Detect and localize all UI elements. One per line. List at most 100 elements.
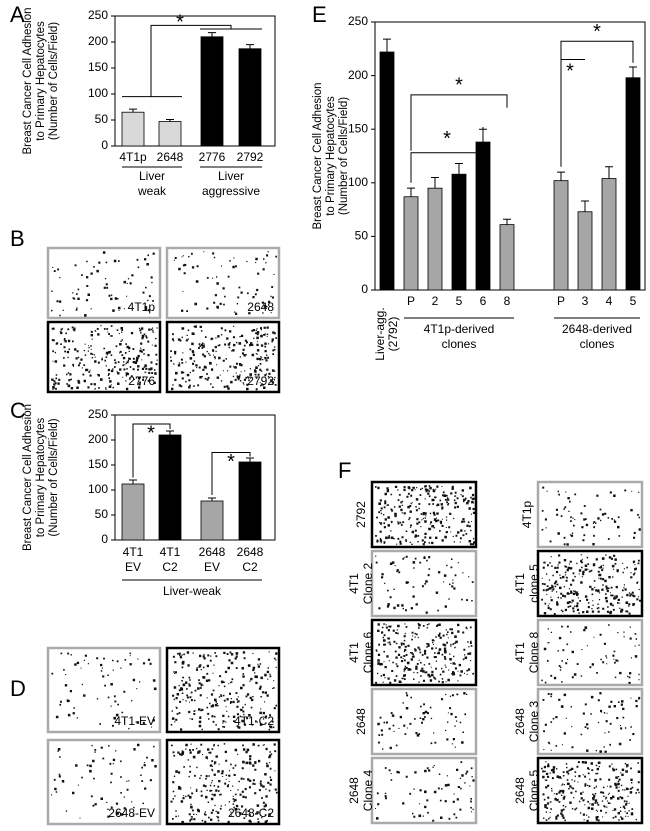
cell-dots [170, 325, 277, 391]
y-tick-label: 250 [88, 407, 108, 421]
image-label: 4T1 [347, 642, 361, 663]
significance-bracket [410, 94, 508, 151]
significance-label: * [593, 21, 601, 43]
micrograph-frame [370, 480, 478, 549]
micrograph-frame [46, 646, 162, 734]
bar [121, 483, 145, 541]
significance-bracket [211, 452, 251, 495]
y-tick-label: 250 [88, 8, 108, 22]
y-tick-label: 100 [88, 482, 108, 496]
image-label: Clone 5 [527, 770, 541, 812]
image-label: Clone 6 [361, 632, 375, 674]
image-label: 2648 [247, 300, 274, 314]
micrograph-frame [46, 738, 162, 826]
micrograph-frame [536, 480, 644, 549]
image-label: 4T1 [347, 573, 361, 594]
y-axis-label: to Primary Hepatocytes [35, 21, 47, 141]
bar [158, 121, 182, 147]
bar [158, 434, 182, 541]
cell-dots [377, 692, 468, 750]
significance-bracket [122, 24, 262, 98]
error-bar [208, 497, 216, 501]
image-label: 2648-EV [108, 806, 155, 820]
image-label: Clone 2 [361, 563, 375, 605]
y-tick-label: 100 [88, 86, 108, 100]
x-tick-label: 2648 [237, 545, 264, 559]
y-tick-label: 0 [361, 282, 368, 296]
x-tick-label: 2 [432, 294, 439, 308]
significance-label: * [443, 128, 451, 150]
cell-dots [541, 486, 641, 546]
plot-frame [114, 414, 276, 541]
error-bar [557, 171, 565, 181]
y-axis-label: to Primary Hepatocytes [35, 417, 47, 537]
micrograph-frame [370, 756, 478, 825]
bar [403, 196, 419, 291]
image-label: 2648 [513, 777, 527, 804]
bar [427, 187, 443, 291]
image-label: Clone 3 [527, 701, 541, 743]
y-axis-label: Breast Cancer Cell Adhesion [22, 7, 34, 154]
group-label: clones [580, 337, 615, 351]
x-tick-label: EV [125, 560, 141, 574]
significance-bracket [132, 423, 171, 478]
x-tick-label: C2 [162, 560, 178, 574]
bar [553, 180, 569, 291]
cell-dots [170, 651, 278, 731]
y-tick-label: 150 [348, 121, 368, 135]
group-label: Liver [139, 169, 165, 183]
error-bar [246, 457, 254, 462]
image-label: clone 5 [527, 564, 541, 603]
y-tick-label: 100 [348, 175, 368, 189]
significance-bracket [410, 127, 484, 183]
bar [379, 51, 395, 291]
bar [499, 224, 515, 291]
y-tick-label: 50 [95, 112, 109, 126]
error-bar [581, 200, 589, 212]
y-tick-label: 200 [88, 34, 108, 48]
x-tick-label: 2648 [199, 545, 226, 559]
y-tick-label: 200 [88, 432, 108, 446]
image-label: Clone 4 [361, 770, 375, 812]
image-label: Clone 8 [527, 632, 541, 674]
y-axis-label: Breast Cancer Cell Adhesion [312, 82, 324, 229]
x-tick-label: (2792) [386, 317, 400, 352]
y-tick-label: 150 [88, 60, 108, 74]
error-bar [455, 163, 463, 175]
micrograph-frame [165, 246, 281, 320]
y-axis-label: Breast Cancer Cell Adhesion [22, 404, 34, 551]
cell-dots [375, 623, 474, 684]
y-tick-label: 0 [101, 532, 108, 546]
bar [121, 111, 145, 147]
micrograph-frame [46, 246, 162, 320]
image-label: 2776 [128, 374, 155, 388]
x-tick-label: P [557, 294, 565, 308]
micrograph-frame [536, 549, 644, 618]
cell-dots [375, 761, 475, 822]
bar [200, 36, 224, 147]
image-label: 2648-C2 [228, 806, 274, 820]
image-label: 4T1 [513, 642, 527, 663]
micrograph-frame [536, 618, 644, 687]
error-bar [383, 38, 391, 53]
x-tick-label: Liver-agg. [373, 307, 387, 360]
group-label: 4T1p-derived [424, 322, 495, 336]
x-tick-label: 4T1 [160, 545, 181, 559]
x-tick-label: 5 [630, 294, 637, 308]
group-label: Liver [218, 169, 244, 183]
x-tick-label: 3 [582, 294, 589, 308]
y-axis-label: (Number of Cells/Field) [48, 418, 60, 536]
panel-letter: F [338, 458, 351, 483]
x-tick-label: 2776 [199, 150, 226, 164]
micrograph-frame [46, 320, 162, 394]
error-bar [208, 32, 216, 37]
micrograph-frame [536, 687, 644, 756]
y-axis-label: (Number of Cells/Field) [48, 22, 60, 140]
image-label: 4T1-C2 [234, 714, 274, 728]
x-tick-label: 2648 [157, 150, 184, 164]
x-tick-label: 5 [456, 294, 463, 308]
error-bar [129, 479, 137, 484]
micrograph-frame [165, 738, 281, 826]
image-label: 2648 [354, 708, 368, 735]
